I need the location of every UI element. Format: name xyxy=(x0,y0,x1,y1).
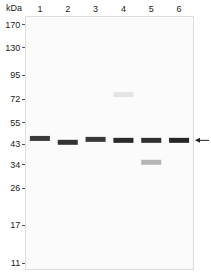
svg-text:11: 11 xyxy=(11,258,20,268)
svg-text:1: 1 xyxy=(37,4,42,14)
svg-text:kDa: kDa xyxy=(6,3,22,13)
svg-text:6: 6 xyxy=(177,4,182,14)
svg-text:3: 3 xyxy=(93,4,98,14)
svg-text:95: 95 xyxy=(10,70,20,80)
svg-text:43: 43 xyxy=(10,139,20,149)
svg-text:130: 130 xyxy=(5,43,20,53)
svg-text:17: 17 xyxy=(10,220,20,230)
svg-text:170: 170 xyxy=(5,20,20,30)
svg-text:5: 5 xyxy=(149,4,154,14)
svg-text:55: 55 xyxy=(10,118,20,128)
svg-text:2: 2 xyxy=(65,4,70,14)
svg-text:72: 72 xyxy=(10,94,20,104)
svg-text:34: 34 xyxy=(10,160,20,170)
svg-text:4: 4 xyxy=(121,4,126,14)
svg-text:26: 26 xyxy=(10,183,20,193)
